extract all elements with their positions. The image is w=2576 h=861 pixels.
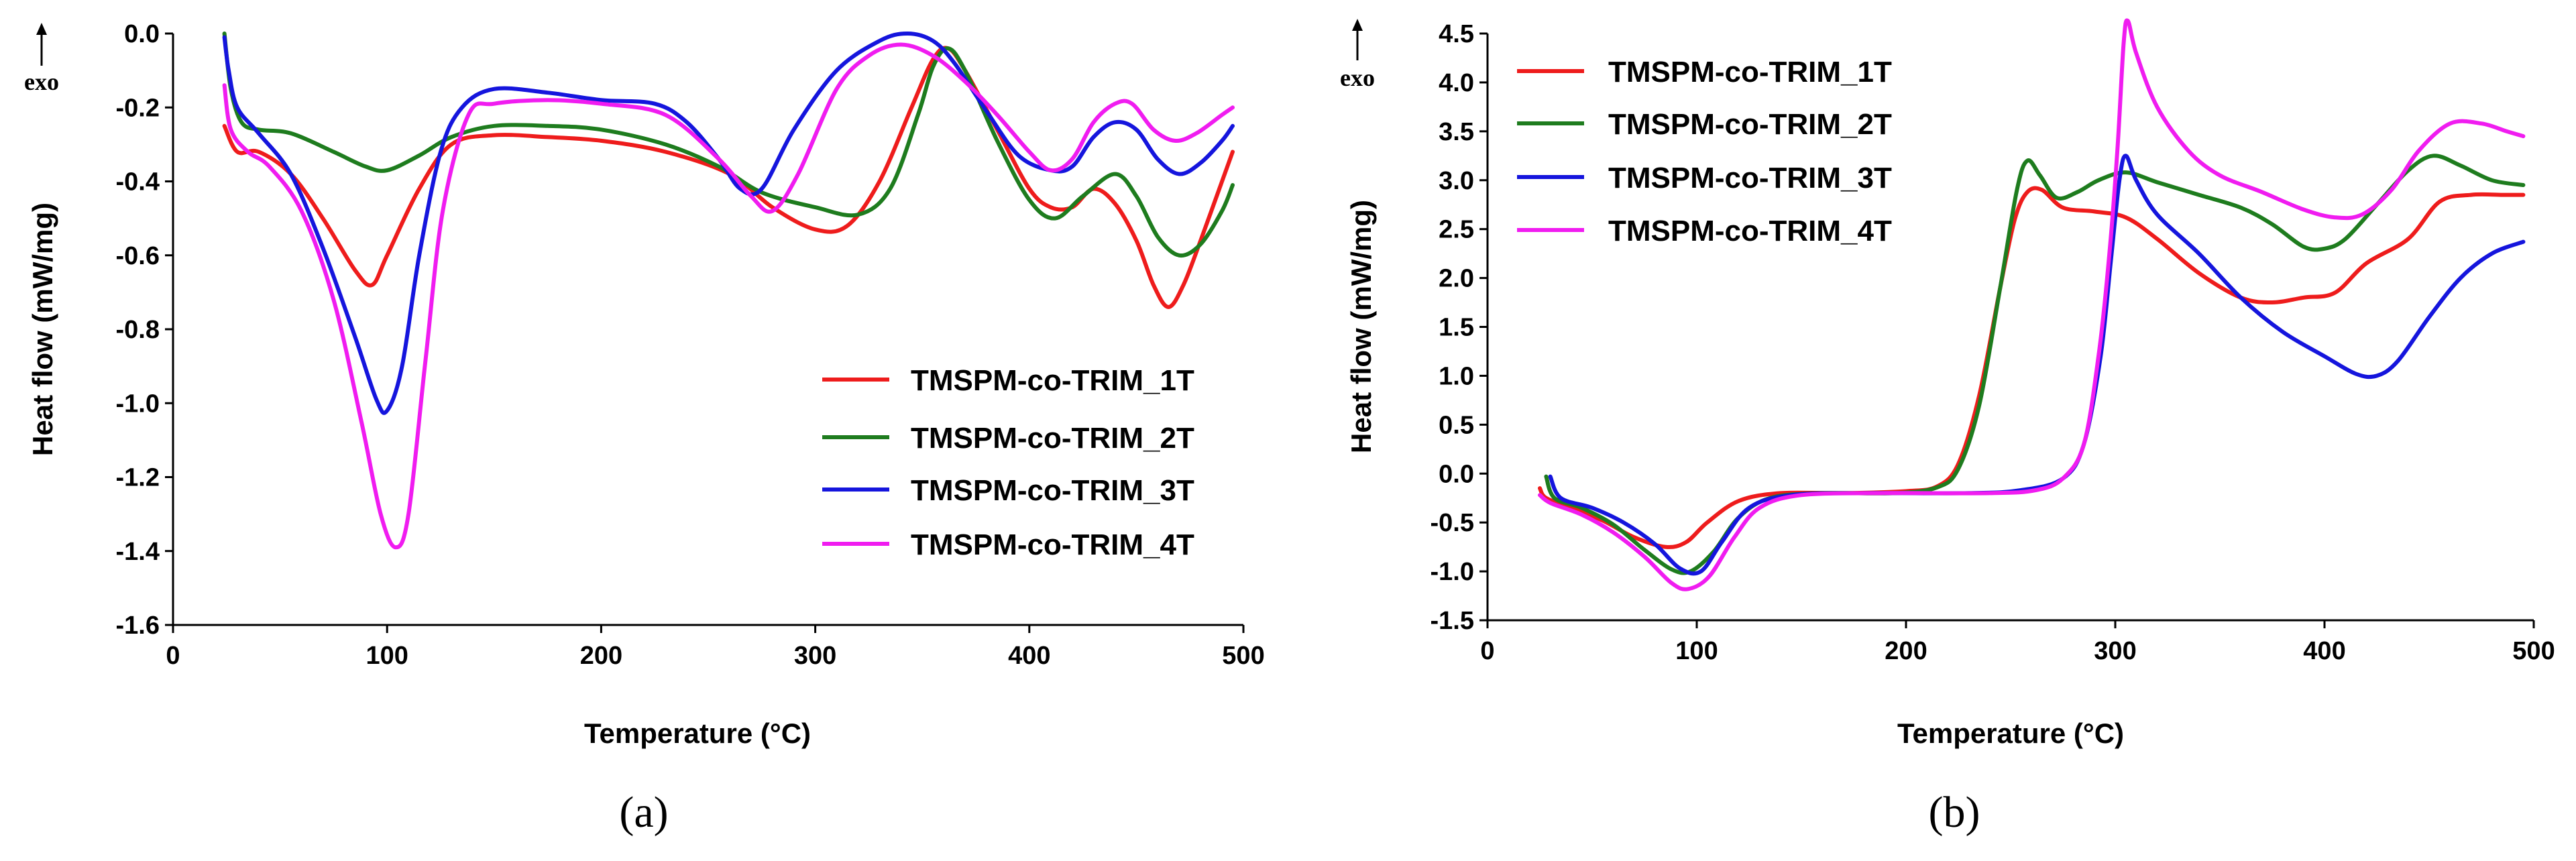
panel-b-legend-label-1: TMSPM-co-TRIM_1T [1608, 56, 1892, 89]
panel-b-series-line-2 [1544, 154, 2526, 575]
panel-b-y-tick-label: 3.0 [1439, 167, 1474, 195]
panel-a-y-tick-label: 0.0 [124, 20, 160, 48]
panel-a-x-tick-label: 100 [366, 642, 408, 670]
panel-b-y-axis-title: Heat flow (mW/mg) [1345, 200, 1377, 453]
panel-b-y-tick-label: -0.5 [1431, 509, 1474, 537]
panel-a-series-line-4 [222, 42, 1235, 550]
panel-a-exo-label: exo [24, 68, 59, 95]
panel-b-x-axis-title: Temperature (°C) [1897, 718, 2124, 749]
panel-a-legend: TMSPM-co-TRIM_1T TMSPM-co-TRIM_2T TMSPM-… [822, 364, 1194, 561]
panel-b-x-ticks: 0 100 200 300 400 500 [1480, 620, 2555, 665]
panel-b-x-tick-label: 200 [1885, 637, 1927, 665]
panel-b-x-tick-label: 0 [1480, 637, 1494, 665]
panel-a-x-tick-label: 200 [580, 642, 622, 670]
panel-a-x-tick-label: 300 [794, 642, 836, 670]
panel-a-legend-label-3: TMSPM-co-TRIM_3T [911, 474, 1194, 507]
panel-b-label: (b) [1929, 788, 1980, 837]
panel-a-y-tick-label: -1.6 [116, 612, 160, 640]
panel-a-label: (a) [619, 788, 668, 837]
panel-b-y-tick-label: 2.0 [1439, 265, 1474, 293]
panel-b-legend-label-4: TMSPM-co-TRIM_4T [1608, 215, 1892, 247]
panel-b-exo-label: exo [1340, 64, 1375, 91]
panel-b-legend-label-2: TMSPM-co-TRIM_2T [1608, 108, 1892, 141]
panel-a-y-tick-label: -0.2 [116, 94, 160, 122]
panel-a-series-line-3 [222, 32, 1235, 415]
panel-a-y-tick-label: -0.6 [116, 242, 160, 270]
panel-b-y-tick-label: 3.5 [1439, 118, 1474, 146]
panel-b-exo-indicator: exo [1340, 19, 1375, 91]
panel-b-series-line-4 [1538, 18, 2526, 591]
panel-b-y-tick-label: 2.5 [1439, 216, 1474, 244]
panel-b-y-ticks: 4.5 4.0 3.5 3.0 2.5 2.0 1.5 1.0 0.5 0.0 -0.5 -1.0 -1… [1431, 20, 1488, 635]
panel-b-series [1538, 18, 2526, 591]
panel-b-series-line-1 [1538, 186, 2526, 549]
panel-a-y-axis-title: Heat flow (mW/mg) [27, 203, 58, 456]
panel-b-y-tick-label: 0.5 [1439, 411, 1474, 439]
panel-b-x-tick-label: 100 [1675, 637, 1718, 665]
panel-a-series-line-2 [222, 32, 1235, 258]
panel-a-x-tick-label: 0 [166, 642, 180, 670]
panel-a-y-tick-label: -1.2 [116, 464, 160, 492]
panel-a-exo-indicator: exo [24, 23, 59, 95]
panel-b-legend-label-3: TMSPM-co-TRIM_3T [1608, 162, 1892, 194]
panel-b-y-tick-label: -1.0 [1431, 558, 1474, 586]
panel-b-y-tick-label: -1.5 [1431, 607, 1474, 635]
panel-b-series-line-3 [1548, 154, 2526, 576]
panel-b-y-tick-label: 4.0 [1439, 69, 1474, 97]
panel-b-y-tick-label: 4.5 [1439, 20, 1474, 48]
panel-a-x-tick-label: 500 [1222, 642, 1264, 670]
panel-a-legend-label-4: TMSPM-co-TRIM_4T [911, 528, 1194, 561]
panel-b-legend: TMSPM-co-TRIM_1T TMSPM-co-TRIM_2T TMSPM-… [1517, 56, 1892, 247]
panel-a-y-tick-label: -0.4 [116, 168, 160, 196]
panel-b-x-tick-label: 400 [2303, 637, 2345, 665]
panel-a-y-tick-label: -1.4 [116, 538, 160, 566]
panel-a-x-axis-title: Temperature (°C) [584, 718, 811, 749]
panel-a-y-tick-label: -0.8 [116, 316, 160, 344]
panel-b-y-tick-label: 1.5 [1439, 314, 1474, 342]
panel-a-series [222, 32, 1235, 550]
panel-a-exo-arrowhead-icon [36, 23, 47, 35]
panel-b-x-tick-label: 300 [2094, 637, 2136, 665]
panel-a-x-ticks: 0 100 200 300 400 500 [166, 625, 1265, 670]
panel-a-x-tick-label: 400 [1008, 642, 1050, 670]
panel-b-x-tick-label: 500 [2512, 637, 2555, 665]
panel-a-y-ticks: 0.0 -0.2 -0.4 -0.6 -0.8 -1.0 -1.2 -1.4 -1.6 [116, 20, 173, 640]
panel-a-legend-label-2: TMSPM-co-TRIM_2T [911, 422, 1194, 455]
panel-a-legend-label-1: TMSPM-co-TRIM_1T [911, 364, 1194, 397]
panel-a-chart: 0 100 200 300 400 500 0.0 -0.2 -0.4 -0.6 -0.8 -1.0… [24, 20, 1265, 837]
panel-b-y-tick-label: 0.0 [1439, 460, 1474, 488]
panel-a-series-line-1 [222, 46, 1235, 309]
panel-b-chart: 0 100 200 300 400 500 4.5 4.0 3.5 3.0 2.5 2.0 1.5 1.… [1340, 18, 2555, 837]
panel-b-exo-arrowhead-icon [1352, 19, 1363, 31]
panel-a-y-tick-label: -1.0 [116, 390, 160, 418]
panel-b-y-tick-label: 1.0 [1439, 362, 1474, 390]
